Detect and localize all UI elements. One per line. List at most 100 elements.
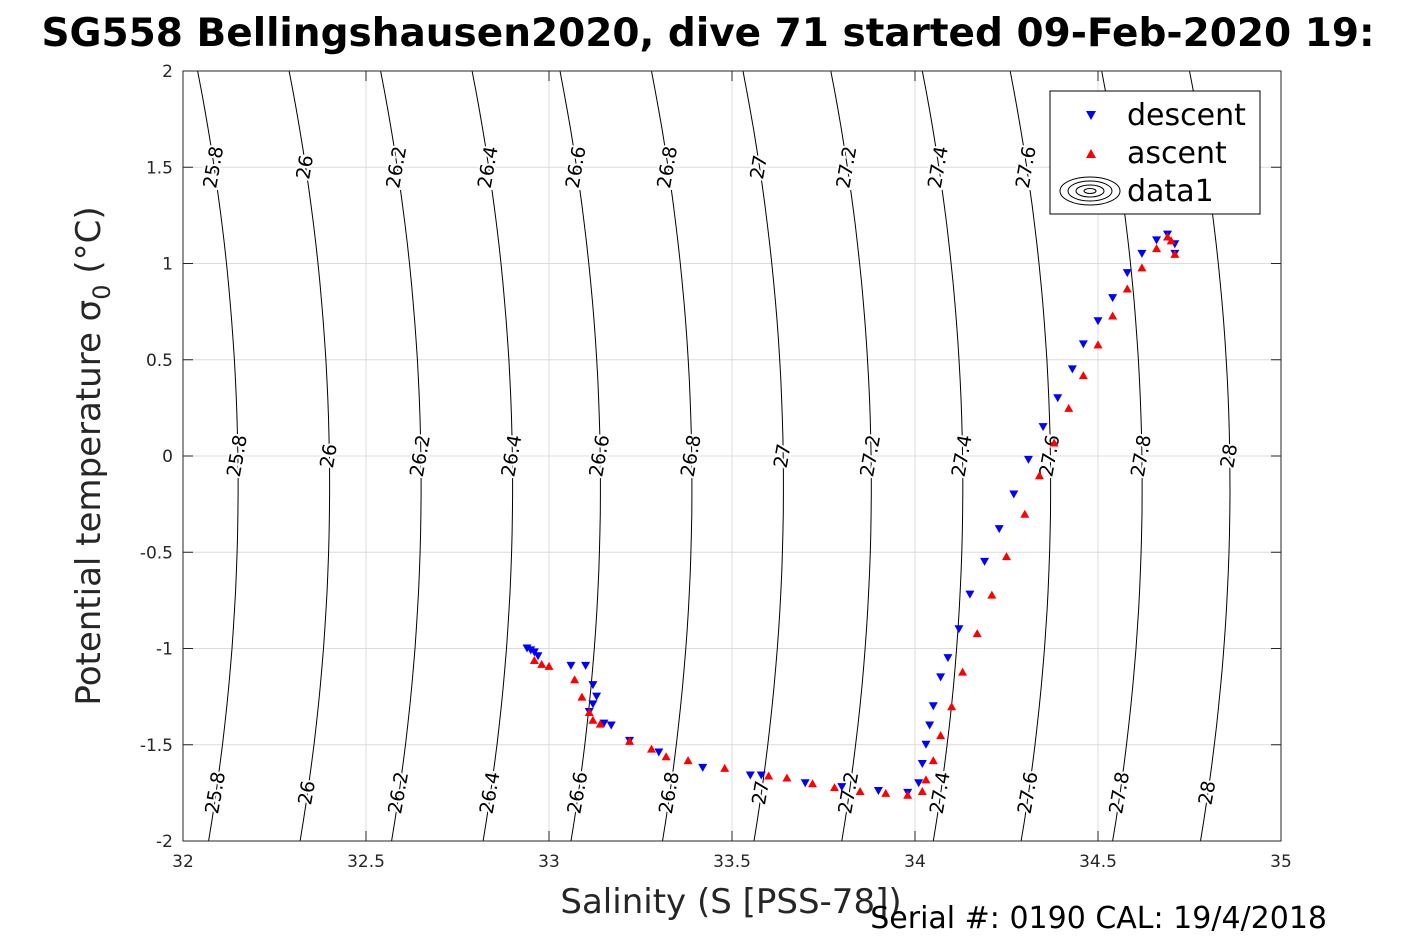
ascent-point — [829, 783, 839, 792]
contour-line — [471, 71, 514, 841]
ascent-point — [921, 775, 931, 784]
descent-point — [533, 652, 543, 661]
ascent-point — [588, 715, 598, 724]
ascent-point — [764, 771, 774, 780]
descent-point — [1053, 394, 1063, 403]
x-axis-label: Salinity (S [PSS-78]) — [560, 882, 901, 922]
ascent-point — [1137, 263, 1147, 272]
ascent-point — [1163, 232, 1173, 241]
ascent-point — [972, 629, 982, 638]
ascent-point — [595, 719, 605, 728]
ascent-point — [1002, 552, 1011, 561]
legend: descent ascent data1 — [1049, 90, 1261, 215]
serial-cal-footer: Serial #: 0190 CAL: 19/4/2018 — [870, 901, 1327, 936]
legend-box — [1049, 90, 1261, 215]
y-axis-label-unit: (°C) — [69, 206, 109, 284]
contour-line — [830, 71, 872, 841]
descent-point — [936, 673, 946, 682]
ascent-point — [1170, 249, 1180, 258]
ascent-point — [544, 661, 554, 670]
descent-point — [1078, 340, 1088, 349]
y-tick-label: 0 — [162, 447, 173, 467]
descent-point — [1152, 236, 1162, 245]
series-ascent — [529, 232, 1180, 799]
descent-point — [1023, 455, 1033, 464]
density-contours — [197, 71, 1231, 841]
contour-label: 28 — [1194, 779, 1220, 807]
descent-point — [1093, 317, 1103, 326]
ascent-point — [1064, 403, 1074, 412]
ascent-point — [529, 656, 539, 665]
ascent-point — [625, 736, 635, 745]
descent-point — [1067, 365, 1077, 374]
ascent-point — [936, 731, 946, 740]
x-tick-label: 32 — [172, 852, 194, 872]
descent-point — [1108, 294, 1118, 303]
legend-descent-marker — [1086, 111, 1096, 120]
descent-point — [1009, 490, 1019, 499]
y-tick-label: 1 — [162, 255, 173, 275]
descent-point — [837, 783, 847, 792]
x-tick-label: 35 — [1270, 852, 1292, 872]
contour-label: 26.6 — [562, 144, 591, 189]
x-tick-label: 33 — [538, 852, 560, 872]
descent-point — [921, 740, 931, 749]
descent-point — [606, 721, 616, 730]
ascent-point — [577, 692, 587, 701]
descent-point — [599, 719, 609, 728]
ascent-point — [987, 590, 997, 599]
contour-label: 28 — [1216, 442, 1242, 470]
contour-line — [651, 71, 693, 841]
contour-line — [1009, 71, 1052, 841]
ascent-point — [1108, 311, 1118, 320]
y-tick-label: -2 — [156, 832, 173, 852]
x-tick-label: 33.5 — [713, 852, 751, 872]
ascent-point — [1166, 236, 1176, 245]
contour-line — [380, 71, 422, 841]
contour-label: 26 — [294, 779, 320, 807]
y-tick-label: 0.5 — [146, 351, 173, 371]
descent-point — [954, 625, 964, 634]
contour-line — [197, 71, 239, 841]
descent-point — [1122, 269, 1132, 278]
ascent-point — [903, 790, 913, 799]
contour-line — [742, 71, 784, 841]
grid-lines — [183, 71, 1281, 841]
descent-point — [928, 702, 938, 711]
legend-ascent-marker — [1086, 149, 1096, 158]
contour-label: 27 — [746, 153, 772, 181]
contour-label: 27 — [770, 442, 796, 470]
ascent-point — [1020, 509, 1030, 518]
ascent-point — [1078, 371, 1088, 380]
ascent-point — [782, 773, 792, 782]
ascent-point — [1122, 284, 1132, 293]
x-tick-label: 34 — [904, 852, 926, 872]
ascent-point — [584, 708, 594, 717]
contour-line — [288, 71, 331, 841]
ascent-point — [928, 756, 938, 765]
y-tick-label: -0.5 — [140, 543, 173, 563]
descent-point — [965, 590, 975, 599]
y-tick-label: 2 — [162, 62, 173, 82]
ascent-point — [1093, 340, 1103, 349]
y-tick-label: -1.5 — [140, 736, 173, 756]
descent-point — [994, 525, 1004, 534]
descent-point — [588, 681, 598, 690]
ascent-point — [1049, 438, 1059, 447]
legend-ascent-label: ascent — [1127, 136, 1227, 171]
descent-point — [745, 771, 755, 780]
legend-contour-icon — [1059, 176, 1121, 206]
ascent-point — [570, 675, 580, 684]
ascent-point — [947, 702, 957, 711]
ascent-point — [808, 779, 818, 788]
descent-point — [588, 700, 598, 709]
descent-point — [698, 763, 708, 772]
x-tick-label: 34.5 — [1079, 852, 1117, 872]
x-axis-ticks: 32 32.5 33 33.5 34 34.5 35 — [172, 71, 1292, 872]
chart-title: SG558 Bellingshausen2020, dive 71 starte… — [41, 11, 1374, 56]
ascent-point — [855, 786, 865, 795]
data-points — [522, 230, 1180, 799]
ascent-point — [683, 756, 693, 765]
y-axis-label-main: Potential temperature σ — [69, 300, 109, 706]
